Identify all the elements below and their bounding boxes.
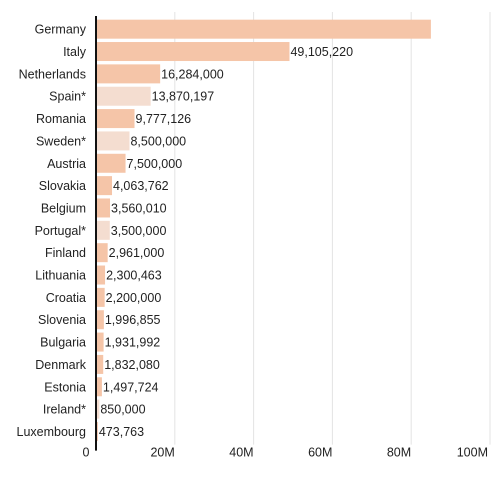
value-label: 1,931,992 [105,336,161,350]
bar [96,86,151,106]
bar [96,332,104,352]
value-label: 473,763 [99,425,144,439]
value-labels: 49,105,220 16,284,000 13,870,197 9,777,126 8… [99,45,353,439]
value-label: 3,560,010 [111,201,167,215]
x-tick-label: 40M [229,446,253,460]
value-label: 1,996,855 [105,313,161,327]
bar [96,287,105,307]
value-label: 1,832,080 [104,358,160,372]
bar [96,131,130,151]
value-label: 8,500,000 [130,134,186,148]
value-label: 3,500,000 [111,224,167,238]
bar [96,310,104,330]
bar [96,176,113,196]
bar [96,42,290,62]
category-label: Estonia [44,380,86,394]
category-label: Slovakia [39,179,86,193]
bar [96,265,106,285]
category-label: Ireland* [43,403,86,417]
bar [96,153,126,173]
category-label: Spain* [49,90,86,104]
category-label: Netherlands [19,67,86,81]
bar [96,19,431,39]
category-label: Romania [36,112,86,126]
bar [96,198,111,218]
bar [96,109,135,129]
value-label: 4,063,762 [113,179,169,193]
bars [96,19,431,441]
x-tick-label: 100M [457,446,488,460]
value-label: 2,200,000 [106,291,162,305]
x-tick-label: 60M [308,446,332,460]
category-label: Finland [45,246,86,260]
category-label: Germany [35,23,87,37]
bar [96,377,102,397]
category-labels: Germany Italy Netherlands Spain* Romania Swed… [17,23,87,439]
category-label: Bulgaria [40,336,86,350]
value-label: 2,961,000 [109,246,165,260]
value-label: 9,777,126 [136,112,192,126]
value-label: 7,500,000 [127,157,183,171]
value-label: 850,000 [100,403,145,417]
value-label: 49,105,220 [290,45,353,59]
category-label: Slovenia [38,313,86,327]
category-label: Sweden* [36,134,86,148]
x-axis-ticks: 0 20M 40M 60M 80M 100M [83,446,488,460]
value-label: 16,284,000 [161,67,224,81]
x-tick-label: 20M [150,446,174,460]
category-label: Denmark [35,358,86,372]
category-label: Italy [63,45,87,59]
bar [96,220,110,240]
grid-lines [174,12,491,445]
value-label: 1,497,724 [103,380,159,394]
value-label: 13,870,197 [152,90,215,104]
category-label: Austria [47,157,86,171]
x-tick-label: 0 [83,446,90,460]
bar [96,243,108,263]
category-label: Portugal* [35,224,87,238]
category-label: Lithuania [35,269,86,283]
category-label: Luxembourg [17,425,87,439]
category-label: Belgium [41,201,86,215]
x-tick-label: 80M [387,446,411,460]
value-label: 2,300,463 [106,269,162,283]
bar [96,399,100,419]
bar [96,64,161,84]
category-label: Croatia [46,291,86,305]
bar [96,354,104,374]
